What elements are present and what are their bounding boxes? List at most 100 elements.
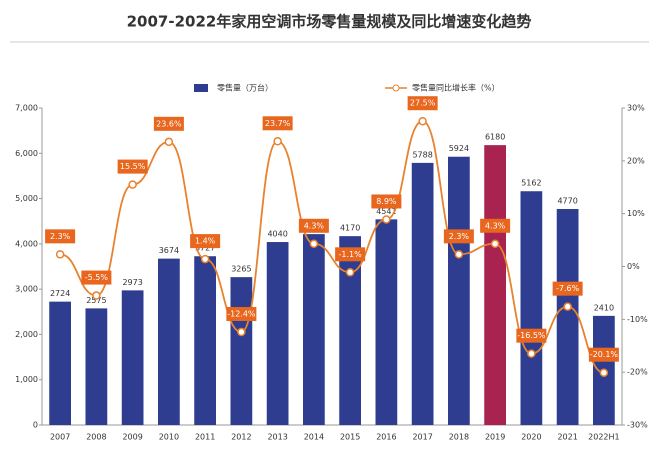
- line-value-label: 1.4%: [195, 237, 216, 246]
- label-box: [552, 281, 583, 296]
- y-tick-label: 4,000: [15, 239, 38, 248]
- label-box: [226, 307, 257, 322]
- line-marker: [563, 302, 572, 311]
- bar: [85, 308, 108, 425]
- bar: [266, 242, 289, 425]
- x-tick-label: 2014: [304, 433, 324, 442]
- label-box: [443, 229, 474, 244]
- bar: [520, 191, 543, 425]
- bar-value-label: 5788: [412, 150, 432, 159]
- x-tick-label: 2019: [485, 433, 505, 442]
- y2-tick-label: -20%: [627, 368, 648, 377]
- x-tick-label: 2010: [159, 433, 179, 442]
- bar: [303, 234, 325, 425]
- x-tick-label: 2021: [557, 433, 577, 442]
- bar: [49, 301, 71, 425]
- x-tick-label: 2007: [50, 433, 70, 442]
- label-box: [516, 328, 547, 343]
- x-tick-label: 2016: [376, 433, 396, 442]
- bar-value-label: 5162: [521, 179, 541, 188]
- y2-tick-label: 20%: [627, 156, 645, 165]
- bar-value-label: 4770: [557, 196, 577, 205]
- line-value-label: 27.5%: [410, 99, 436, 108]
- line-value-label: 23.7%: [265, 119, 291, 128]
- x-tick-label: 2009: [122, 433, 142, 442]
- bar-value-label: 3727: [195, 244, 215, 253]
- bar: [411, 162, 434, 425]
- bar: [448, 156, 470, 426]
- line: [59, 120, 605, 374]
- line-value-label: -16.5%: [517, 331, 546, 340]
- y2-tick-label: 30%: [627, 104, 645, 113]
- line-value-label: 8.9%: [376, 197, 397, 206]
- bar-value-label: 2973: [122, 278, 142, 287]
- bar: [484, 145, 506, 426]
- line-marker: [273, 137, 282, 146]
- bar-value-label: 4040: [267, 230, 287, 239]
- bar-value-label: 2575: [86, 296, 106, 305]
- y-tick-label: 7,000: [15, 104, 38, 113]
- line-marker: [237, 327, 246, 337]
- x-tick-label: 2013: [267, 433, 287, 442]
- x-tick-label: 2022H1: [588, 433, 619, 442]
- bar-value-label: 4541: [376, 207, 396, 216]
- y2-tick-label: 0%: [627, 262, 640, 271]
- y-tick-label: 2,000: [15, 330, 38, 339]
- label-box: [588, 347, 619, 362]
- label-box: [45, 229, 76, 244]
- line-marker: [309, 239, 319, 249]
- label-box: [371, 194, 402, 209]
- label-box: [335, 247, 366, 262]
- x-tick-label: 2018: [449, 433, 469, 442]
- line-value-label: -1.1%: [339, 250, 363, 259]
- bar: [230, 277, 253, 425]
- label-box: [298, 218, 329, 233]
- x-tick-label: 2020: [521, 433, 541, 442]
- legend-marker: [392, 84, 400, 92]
- bar: [556, 208, 579, 425]
- legend-swatch: [194, 84, 208, 92]
- label-box: [480, 218, 511, 233]
- line-marker: [92, 291, 101, 300]
- label-box: [190, 234, 221, 249]
- x-tick-label: 2011: [195, 433, 215, 442]
- y2-tick-label: 10%: [627, 209, 645, 218]
- x-tick-label: 2012: [231, 433, 251, 442]
- bar: [194, 256, 216, 425]
- bar-value-label: 2410: [594, 303, 614, 312]
- label-box: [262, 116, 293, 131]
- line-value-label: 4.3%: [485, 221, 506, 230]
- line-marker: [200, 254, 210, 264]
- x-tick-label: 2008: [86, 433, 106, 442]
- bar: [339, 236, 361, 425]
- line-marker: [418, 116, 427, 126]
- y-tick-label: 6,000: [15, 149, 38, 158]
- label-box: [117, 159, 148, 174]
- line-marker: [345, 268, 355, 277]
- line-marker: [454, 250, 464, 259]
- line-marker: [527, 349, 536, 358]
- chart-title: 2007-2022年家用空调市场零售量规模及同比增速变化趋势: [127, 13, 532, 31]
- x-tick-label: 2015: [340, 433, 360, 442]
- legend-label: 零售量（万台）: [217, 83, 273, 93]
- bar: [375, 219, 398, 425]
- bar-value-label: 4170: [340, 224, 360, 233]
- line-marker: [599, 368, 609, 377]
- y-tick-label: 1,000: [15, 375, 38, 384]
- line-value-label: 15.5%: [120, 162, 146, 171]
- line-value-label: -5.5%: [85, 273, 109, 282]
- legend-label: 零售量同比增长率（%）: [412, 83, 500, 93]
- bar-value-label: 3265: [231, 265, 251, 274]
- bar: [158, 258, 180, 425]
- bar: [121, 290, 144, 425]
- line-value-label: -7.6%: [556, 284, 580, 293]
- line-value-label: -12.4%: [227, 310, 256, 319]
- line-marker: [490, 239, 500, 249]
- line-value-label: 4.3%: [304, 221, 325, 230]
- line-marker: [55, 250, 65, 259]
- line-marker: [128, 180, 137, 189]
- bar-value-label: 5924: [449, 144, 469, 153]
- label-box: [81, 270, 112, 285]
- line-value-label: -20.1%: [590, 350, 619, 359]
